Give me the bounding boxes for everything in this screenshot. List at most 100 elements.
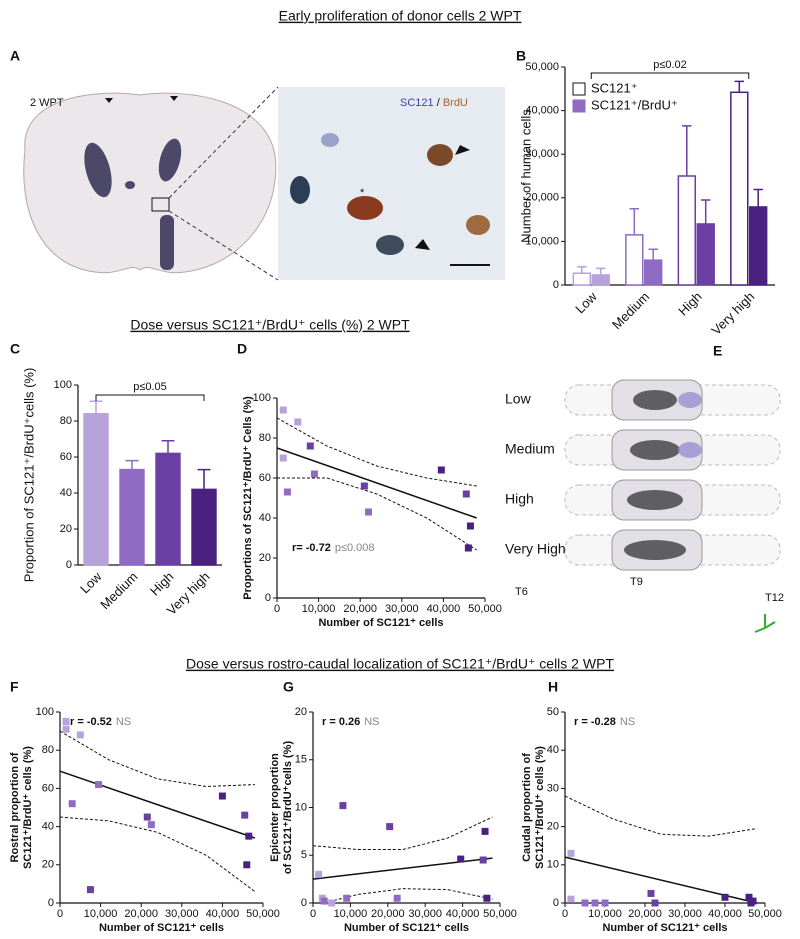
r-value: r = -0.52 <box>70 716 112 728</box>
point <box>320 897 328 905</box>
point <box>328 899 336 907</box>
y-tick-label: 30 <box>547 782 559 794</box>
x-tick-label: 0 <box>310 908 316 920</box>
y-tick-label: 0 <box>553 279 559 291</box>
y-tick-label: 10 <box>547 859 559 871</box>
y-tick-label: 40 <box>60 487 72 499</box>
error-bar <box>595 267 606 275</box>
point <box>483 894 491 902</box>
reconstructions: Low Medium High Very High T6 T9 T12 <box>505 379 784 633</box>
r-value: r = -0.28 <box>574 716 616 728</box>
cell-cluster <box>678 392 702 408</box>
bar <box>119 468 145 566</box>
point <box>315 870 323 878</box>
x-tick-label: Low <box>572 289 600 317</box>
point <box>245 832 253 840</box>
panel-label: F <box>10 679 19 695</box>
panel-label: A <box>10 48 20 64</box>
y-tick-label: 40,000 <box>525 105 559 117</box>
y-tick-label: 0 <box>301 897 307 909</box>
x-tick-label: 0 <box>274 603 280 615</box>
point <box>481 827 489 835</box>
panel-label: C <box>10 341 20 357</box>
bar <box>191 488 217 566</box>
y-tick-label: 40 <box>259 512 271 524</box>
legend-label: SC121⁺ <box>591 80 638 95</box>
y-tick-label: 0 <box>48 897 54 909</box>
confidence-band <box>324 888 493 904</box>
r-value: r= -0.72 <box>292 542 331 554</box>
point <box>749 897 757 905</box>
point <box>218 792 226 800</box>
y-tick-label: 100 <box>253 392 271 404</box>
bar <box>696 223 715 286</box>
confidence-band <box>276 417 477 487</box>
y-tick-label: 20 <box>60 523 72 535</box>
x-tick-label: 20,000 <box>628 908 662 920</box>
significance-bracket <box>590 72 750 79</box>
bar <box>625 234 644 286</box>
error-bar <box>753 188 763 207</box>
stain-label: SC121 / BrdU <box>400 97 468 109</box>
stain-label: BrdU <box>443 97 468 109</box>
x-tick-label: 40,000 <box>427 603 461 615</box>
error-bar <box>629 207 640 235</box>
y-tick-label: 30,000 <box>525 148 559 160</box>
x-tick-label: Low <box>77 569 105 597</box>
x-tick-label: 0 <box>562 908 568 920</box>
point <box>294 418 302 426</box>
point <box>466 522 474 530</box>
y-tick-label: 20 <box>547 821 559 833</box>
point <box>343 894 351 902</box>
y-axis-label: SC121⁺/BrdU⁺ cells (%) <box>22 746 34 869</box>
point <box>365 508 373 516</box>
x-tick-label: 20,000 <box>371 908 405 920</box>
point <box>591 899 599 907</box>
y-tick-label: 10 <box>295 801 307 813</box>
separator: / <box>434 97 443 109</box>
confidence-band <box>59 730 255 787</box>
cell-cluster <box>633 390 677 410</box>
annotation: p≤0.02 <box>653 59 687 71</box>
y-tick-label: 80 <box>60 415 72 427</box>
y-tick-label: 40 <box>547 744 559 756</box>
point <box>464 544 472 552</box>
point <box>76 731 84 739</box>
error-bar <box>734 80 745 93</box>
level-label: T6 <box>515 586 528 598</box>
x-axis-label: Number of SC121⁺ cells <box>99 922 224 934</box>
point <box>243 861 251 869</box>
error-bar <box>682 125 692 176</box>
y-axis-label: Number of human cells <box>518 109 533 243</box>
x-tick-label: 0 <box>57 908 63 920</box>
error-bar <box>125 459 139 470</box>
panel-label: D <box>237 341 247 357</box>
y-tick-label: 10,000 <box>525 235 559 247</box>
point <box>479 856 487 864</box>
y-tick-label: 20 <box>295 706 307 718</box>
y-tick-label: 0 <box>66 559 72 571</box>
point <box>651 899 659 907</box>
bar <box>644 259 663 286</box>
y-tick-label: 0 <box>553 897 559 909</box>
p-value: NS <box>620 716 635 728</box>
x-tick-label: 50,000 <box>468 603 502 615</box>
tissue-section <box>23 86 279 281</box>
point <box>457 855 465 863</box>
point <box>581 899 589 907</box>
point <box>283 488 291 496</box>
bar <box>591 274 610 286</box>
point <box>62 725 70 733</box>
figure-title: Early proliferation of donor cells 2 WPT <box>279 8 522 24</box>
point <box>68 800 76 808</box>
p-value: NS <box>364 716 379 728</box>
confidence-band <box>564 795 758 837</box>
level-label: T9 <box>630 576 643 588</box>
point <box>147 821 155 829</box>
x-tick-label: 30,000 <box>668 908 702 920</box>
y-axis-label: Rostral proportion of <box>9 752 21 862</box>
bar <box>83 413 109 566</box>
cell-cluster <box>630 440 680 460</box>
x-tick-label: 50,000 <box>483 908 517 920</box>
